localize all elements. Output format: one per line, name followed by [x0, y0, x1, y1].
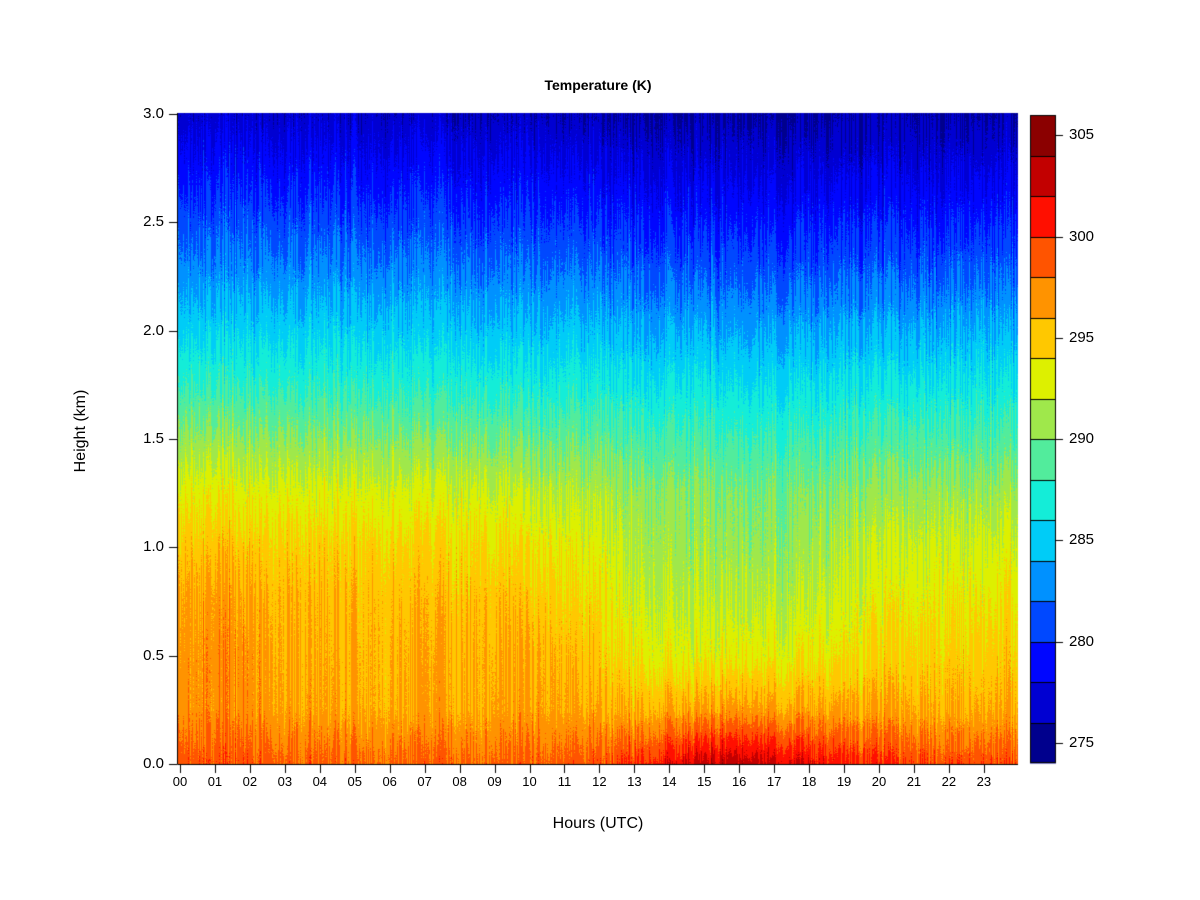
x-tick-label: 00 [172, 774, 188, 789]
x-tick-label: 19 [836, 774, 852, 789]
y-tick-label: 3.0 [143, 104, 164, 122]
x-tick-label: 12 [592, 774, 607, 789]
x-tick-label: 04 [312, 774, 328, 789]
colorbar-tick-label: 295 [1069, 328, 1095, 346]
x-tick-label: 22 [941, 774, 957, 789]
chart-title: Temperature (K) [544, 77, 652, 93]
y-tick-label: 1.5 [143, 429, 164, 447]
colorbar-tick-label: 290 [1069, 430, 1095, 447]
y-tick-label: 1.0 [143, 538, 164, 556]
colorbar-tick-label: 300 [1069, 227, 1095, 245]
colorbar-tick-label: 275 [1069, 733, 1095, 751]
x-tick-label: 08 [452, 774, 467, 789]
y-tick-label: 2.5 [143, 213, 164, 231]
colorbar-tick-label: 280 [1069, 632, 1095, 650]
x-tick-label: 01 [207, 774, 223, 789]
x-tick-label: 21 [906, 774, 922, 789]
x-tick-label: 18 [801, 774, 817, 789]
x-axis-title: Hours (UTC) [552, 815, 644, 832]
x-tick-label: 03 [277, 774, 293, 789]
colorbar-tick-label: 285 [1069, 531, 1095, 549]
x-tick-label: 17 [766, 774, 782, 789]
y-tick-label: 0.5 [143, 646, 164, 664]
y-tick-label: 2.0 [143, 321, 164, 339]
x-tick-label: 14 [662, 774, 677, 789]
x-tick-label: 20 [871, 774, 887, 789]
x-tick-label: 16 [731, 774, 747, 789]
x-tick-label: 23 [976, 774, 992, 789]
x-tick-label: 05 [347, 774, 362, 789]
x-tick-label: 11 [557, 774, 572, 789]
x-tick-label: 07 [417, 774, 432, 789]
x-tick-label: 09 [487, 774, 502, 789]
x-tick-label: 15 [697, 774, 712, 789]
x-tick-label: 13 [627, 774, 642, 789]
y-axis-title: Height (km) [72, 389, 89, 473]
colorbar-tick-label: 305 [1069, 126, 1095, 144]
x-tick-label: 02 [242, 774, 258, 789]
x-tick-label: 10 [522, 774, 537, 789]
y-tick-label: 0.0 [143, 755, 164, 772]
x-tick-label: 06 [382, 774, 397, 789]
